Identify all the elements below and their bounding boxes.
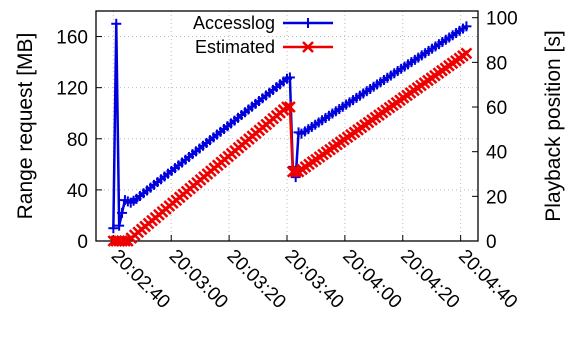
y2-tick-label: 80 — [486, 53, 507, 74]
x-tick-label: 20:03:00 — [165, 246, 232, 313]
grid — [96, 11, 478, 241]
series-estimated — [107, 47, 473, 247]
plot-frame — [95, 10, 479, 242]
legend-label: Accesslog — [193, 13, 275, 33]
y2-tick-label: 0 — [486, 232, 497, 253]
y-tick-label: 160 — [56, 28, 88, 49]
x-tick-label: 20:03:40 — [280, 246, 347, 313]
series — [107, 18, 473, 247]
x-tick-label: 20:04:20 — [396, 246, 463, 313]
y-tick-label: 0 — [77, 232, 88, 253]
y2-tick-label: 60 — [486, 98, 507, 119]
y2-axis-title: Playback position [s] — [542, 30, 565, 221]
data-point — [289, 165, 302, 178]
y-tick-label: 120 — [56, 79, 88, 100]
ticks: 0408012016002040608010020:02:4020:03:002… — [56, 9, 521, 313]
data-point — [302, 41, 314, 53]
y-axis-title: Range request [MB] — [14, 33, 37, 220]
series-accesslog — [108, 18, 472, 234]
data-point — [460, 47, 473, 60]
data-point — [284, 101, 296, 113]
x-tick-label: 20:04:00 — [338, 246, 405, 313]
x-tick-label: 20:04:40 — [454, 246, 521, 313]
y2-tick-label: 100 — [486, 9, 518, 30]
y-tick-label: 80 — [67, 130, 88, 151]
data-point — [119, 235, 131, 247]
x-tick-label: 20:02:40 — [107, 246, 174, 313]
legend: Accesslog Estimated — [193, 13, 333, 57]
y2-tick-label: 20 — [486, 187, 507, 208]
y-tick-label: 40 — [67, 181, 88, 202]
data-point — [281, 101, 293, 113]
x-tick-label: 20:03:20 — [223, 246, 290, 313]
y2-tick-label: 40 — [486, 143, 507, 164]
legend-label: Estimated — [195, 37, 275, 57]
